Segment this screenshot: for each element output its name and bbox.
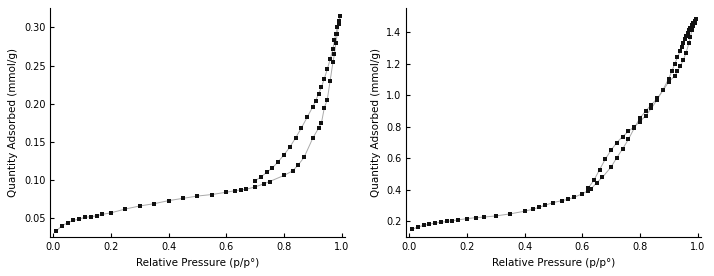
X-axis label: Relative Pressure (p/p°): Relative Pressure (p/p°) (492, 258, 615, 268)
X-axis label: Relative Pressure (p/p°): Relative Pressure (p/p°) (136, 258, 259, 268)
Y-axis label: Quantity Adsorbed (mmol/g): Quantity Adsorbed (mmol/g) (9, 48, 19, 197)
Y-axis label: Quantity Adsorbed (mmol/g): Quantity Adsorbed (mmol/g) (371, 48, 381, 197)
